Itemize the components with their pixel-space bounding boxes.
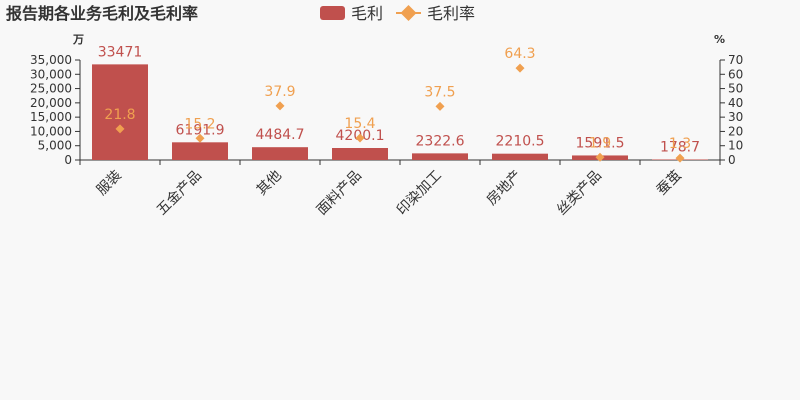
legend-item-gross-profit[interactable]: 毛利 xyxy=(320,4,383,23)
bar-3[interactable] xyxy=(332,147,388,160)
rate-label-1: 15.2 xyxy=(184,116,215,132)
bar-label-4: 2322.6 xyxy=(416,133,465,149)
left-tick-label: 30,000 xyxy=(30,67,72,81)
rate-point-5[interactable] xyxy=(515,63,525,73)
bar-label-0: 33471 xyxy=(98,44,143,60)
rate-label-3: 15.4 xyxy=(344,116,375,132)
rate-point-3[interactable] xyxy=(355,133,365,143)
right-tick-label: 20 xyxy=(728,124,743,138)
legend-item-gross-margin[interactable]: 毛利率 xyxy=(396,4,475,23)
left-tick-label: 5,000 xyxy=(38,139,72,153)
rate-point-2[interactable] xyxy=(275,101,285,111)
category-label-1: 五金产品 xyxy=(154,168,205,219)
rate-point-7[interactable] xyxy=(675,153,685,163)
bar-label-1: 6191.9 xyxy=(176,122,225,138)
rate-data-labels: 21.8 15.2 37.9 15.4 37.5 64.3 1.9 1.3 xyxy=(104,46,691,152)
right-tick-label: 60 xyxy=(728,67,743,81)
category-label-4: 印染加工 xyxy=(394,168,445,219)
legend-label-gross-profit: 毛利 xyxy=(351,4,383,23)
right-axis-unit: % xyxy=(714,33,725,46)
category-label-0: 服装 xyxy=(94,168,125,199)
legend: 毛利 毛利率 xyxy=(320,4,475,23)
rate-label-7: 1.3 xyxy=(669,136,691,152)
category-label-6: 丝类产品 xyxy=(554,168,605,219)
legend-swatch-gross-profit xyxy=(320,6,345,20)
bar-label-2: 4484.7 xyxy=(256,127,305,143)
rate-label-2: 37.9 xyxy=(264,84,295,100)
bar-label-5: 2210.5 xyxy=(496,134,545,150)
right-tick-label: 0 xyxy=(728,153,736,167)
right-tick-label: 50 xyxy=(728,82,743,96)
x-axis-ticks xyxy=(79,160,721,165)
category-label-2: 其他 xyxy=(254,168,285,199)
bar-0[interactable] xyxy=(92,64,148,160)
left-tick-label: 25,000 xyxy=(30,82,72,96)
rate-point-6[interactable] xyxy=(595,152,605,162)
bar-2[interactable] xyxy=(252,147,308,160)
chart-title: 报告期各业务毛利及毛利率 xyxy=(6,4,198,23)
bar-label-7: 178.7 xyxy=(660,139,700,155)
rate-series xyxy=(115,63,685,163)
bar-label-6: 1591.5 xyxy=(576,135,625,151)
left-tick-label: 35,000 xyxy=(30,53,72,67)
bar-1[interactable] xyxy=(172,142,228,160)
bar-data-labels: 334716191.94484.74200.12322.62210.51591.… xyxy=(98,44,700,155)
rate-label-0: 21.8 xyxy=(104,107,135,123)
rate-label-5: 64.3 xyxy=(504,46,535,62)
rate-label-6: 1.9 xyxy=(589,135,611,151)
category-label-5: 房地产 xyxy=(484,168,525,209)
bar-4[interactable] xyxy=(412,153,468,160)
category-labels: 服装 五金产品 其他 面料产品 印染加工 房地产 丝类产品 蚕茧 xyxy=(94,168,685,219)
category-label-7: 蚕茧 xyxy=(654,168,685,199)
legend-swatch-gross-margin xyxy=(400,5,417,21)
legend-label-gross-margin: 毛利率 xyxy=(427,4,475,23)
right-tick-label: 40 xyxy=(728,96,743,110)
bar-5[interactable] xyxy=(492,153,548,160)
left-tick-label: 10,000 xyxy=(30,124,72,138)
right-tick-label: 70 xyxy=(728,53,743,67)
left-tick-label: 15,000 xyxy=(30,110,72,124)
rate-point-1[interactable] xyxy=(195,133,205,143)
left-axis-ticks: 05,00010,00015,00020,00025,00030,00035,0… xyxy=(30,53,80,167)
left-tick-label: 20,000 xyxy=(30,96,72,110)
rate-label-4: 37.5 xyxy=(424,84,455,100)
right-tick-label: 30 xyxy=(728,110,743,124)
left-tick-label: 0 xyxy=(64,153,72,167)
right-tick-label: 10 xyxy=(728,139,743,153)
category-label-3: 面料产品 xyxy=(314,168,365,219)
rate-point-0[interactable] xyxy=(115,124,125,134)
left-axis-unit: 万 xyxy=(72,33,84,46)
rate-point-4[interactable] xyxy=(435,101,445,111)
